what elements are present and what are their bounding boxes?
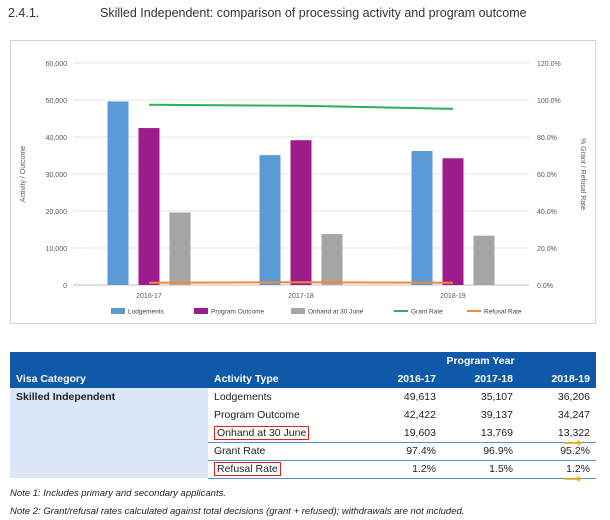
- legend-label: Onhand at 30 June: [308, 309, 364, 316]
- y2-tick-label: 40.0%: [537, 209, 557, 216]
- bar-onhand-at-30-june: [321, 234, 343, 285]
- activity-label: Program Outcome: [214, 409, 300, 421]
- bar-program-outcome: [290, 140, 312, 285]
- y2-tick-label: 100.0%: [537, 98, 561, 105]
- value-cell: 42,422: [403, 409, 436, 421]
- legend-label: Grant Rate: [411, 309, 443, 316]
- col-header-2018-19: 2018-19: [519, 370, 596, 388]
- y-tick-label: 10,000: [46, 246, 68, 253]
- column-header-row: Visa Category Activity Type 2016-17 2017…: [10, 370, 596, 388]
- footnote-1: Note 1: Includes primary and secondary a…: [10, 488, 226, 499]
- combo-chart: 0 10,000 20,000 30,000 40,000 50,000 60,000 0.0…: [20, 61, 586, 316]
- highlighted-activity-label: Refusal Rate: [214, 462, 281, 476]
- group-header-row: Program Year: [10, 352, 596, 370]
- bar-lodgements: [107, 101, 129, 285]
- y-tick-label: 40,000: [46, 135, 68, 142]
- program-year-table: Program Year Visa Category Activity Type…: [10, 352, 596, 479]
- value-cell: 13,769: [442, 424, 519, 443]
- value-cell: 34,247: [557, 409, 590, 421]
- group-header: Program Year: [365, 352, 596, 370]
- legend-label: Refusal Rate: [484, 309, 522, 316]
- legend-label: Program Outcome: [211, 309, 264, 316]
- y2-tick-label: 80.0%: [537, 135, 557, 142]
- arrow-icon: ⟶: [564, 436, 582, 450]
- activity-label: Grant Rate: [208, 442, 365, 461]
- value-cell: 39,137: [480, 409, 513, 421]
- value-cell: 13,322: [519, 424, 596, 443]
- col-header-activity-type: Activity Type: [208, 370, 365, 388]
- y-tick-label: 30,000: [46, 172, 68, 179]
- table-row: Grant Rate 97.4% 96.9% 95.2%: [10, 442, 596, 461]
- value-cell: 49,613: [403, 391, 436, 403]
- y2-tick-label: 0.0%: [537, 283, 553, 290]
- x-tick-label: 2016-17: [136, 293, 162, 300]
- value-cell: 1.5%: [442, 460, 519, 479]
- y-tick-label: 0: [63, 283, 67, 290]
- y-tick-label: 60,000: [46, 61, 68, 68]
- legend-swatch: [111, 308, 125, 314]
- y2-axis-label: % Grant / Refusal Rate: [579, 138, 586, 210]
- value-cell: 1.2%: [519, 460, 596, 479]
- table-row: Skilled Independent Lodgements 49,613 35…: [10, 388, 596, 478]
- y-tick-label: 20,000: [46, 209, 68, 216]
- y-tick-label: 50,000: [46, 98, 68, 105]
- chart-container: 0 10,000 20,000 30,000 40,000 50,000 60,000 0.0…: [10, 40, 596, 324]
- x-tick-label: 2018-19: [440, 293, 466, 300]
- y2-tick-label: 120.0%: [537, 61, 561, 68]
- value-cell: 1.2%: [365, 460, 442, 479]
- value-cell: 35,107: [480, 391, 513, 403]
- bar-lodgements: [259, 155, 281, 285]
- table-row: Refusal Rate 1.2% 1.5% 1.2%: [10, 460, 596, 479]
- value-cell: 97.4%: [365, 442, 442, 461]
- value-cell: 36,206: [557, 391, 590, 403]
- y-axis-label: Activity / Outcome: [20, 146, 27, 203]
- arrow-icon: ⟶: [564, 472, 582, 486]
- bar-onhand-at-30-june: [169, 212, 191, 285]
- bar-program-outcome: [442, 158, 464, 285]
- value-cell: 95.2%: [519, 442, 596, 461]
- col-header-2016-17: 2016-17: [365, 370, 442, 388]
- line-grant-rate: [148, 103, 454, 110]
- bar-lodgements: [411, 151, 433, 285]
- visa-category-cell: Skilled Independent: [10, 388, 208, 478]
- legend-swatch: [291, 308, 305, 314]
- bar-program-outcome: [138, 128, 160, 285]
- line-refusal-rate: [148, 281, 454, 284]
- table-row: Program Outcome 42,422 39,137 34,247: [10, 406, 596, 424]
- y2-tick-label: 60.0%: [537, 172, 557, 179]
- legend-label: Lodgements: [128, 309, 165, 316]
- section-title: Skilled Independent: comparison of proce…: [100, 6, 527, 20]
- footnote-2: Note 2: Grant/refusal rates calculated a…: [10, 506, 465, 517]
- value-cell: 96.9%: [442, 442, 519, 461]
- y2-tick-label: 20.0%: [537, 246, 557, 253]
- table-row: Onhand at 30 June 19,603 13,769 13,322: [10, 424, 596, 443]
- col-header-2017-18: 2017-18: [442, 370, 519, 388]
- activity-label: Lodgements: [214, 391, 272, 403]
- activity-label-cell: Onhand at 30 June: [208, 424, 365, 443]
- bar-onhand-at-30-june: [473, 235, 495, 285]
- highlighted-activity-label: Onhand at 30 June: [214, 425, 310, 440]
- activity-label-cell: Refusal Rate: [208, 460, 365, 479]
- value-cell: 19,603: [365, 424, 442, 443]
- x-tick-label: 2017-18: [288, 293, 314, 300]
- section-number: 2.4.1.: [8, 6, 40, 20]
- section-heading: 2.4.1. Skilled Independent: comparison of…: [8, 6, 527, 20]
- legend-swatch: [194, 308, 208, 314]
- col-header-visa-category: Visa Category: [10, 370, 208, 388]
